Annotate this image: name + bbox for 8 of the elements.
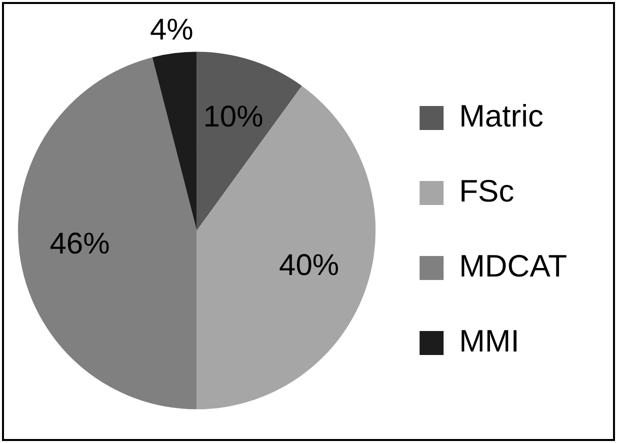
data-label: 10% xyxy=(203,100,264,134)
data-label: 4% xyxy=(150,14,194,47)
legend-label: MDCAT xyxy=(459,248,568,284)
legend-label: MMI xyxy=(459,324,520,359)
legend-label: FSc xyxy=(459,174,514,209)
legend-label: Matric xyxy=(459,98,544,134)
data-label: 46% xyxy=(50,228,110,261)
data-label: 40% xyxy=(279,249,340,282)
